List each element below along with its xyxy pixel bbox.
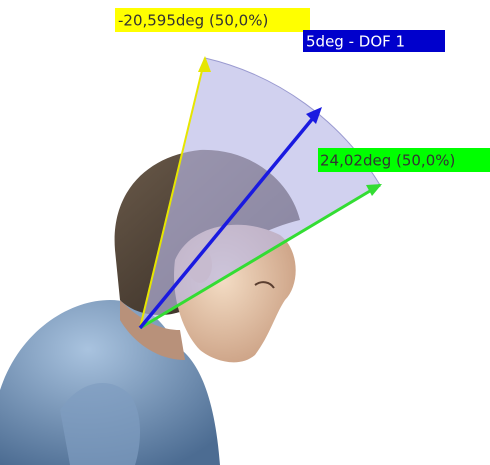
lower-limit-label: -20,595deg (50,0%) [118, 12, 268, 30]
current-label: 5deg - DOF 1 [306, 33, 405, 51]
viewport: -20,595deg (50,0%) 5deg - DOF 1 24,02deg… [0, 0, 490, 465]
page: -20,595deg (50,0%) 5deg - DOF 1 24,02deg… [0, 0, 490, 465]
upper-limit-label: 24,02deg (50,0%) [320, 152, 455, 170]
